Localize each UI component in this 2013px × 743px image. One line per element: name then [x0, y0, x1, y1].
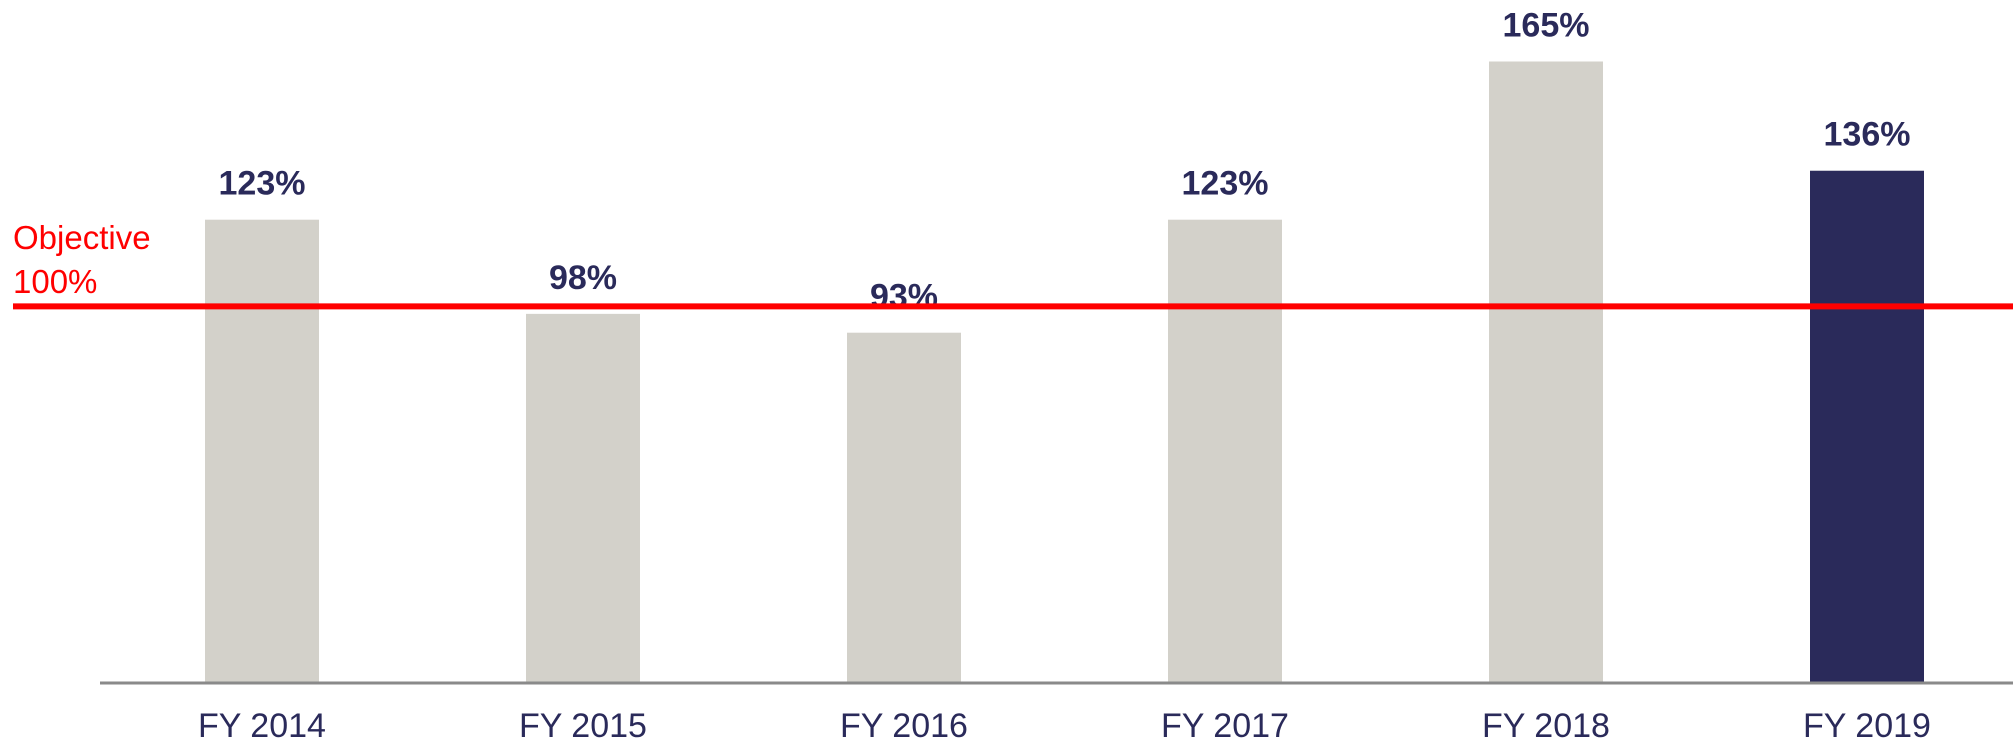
- x-tick-label: FY 2017: [1161, 707, 1289, 743]
- x-tick-label: FY 2014: [198, 707, 326, 743]
- value-label: 123%: [1182, 165, 1269, 203]
- reference-label: Objective: [13, 219, 151, 256]
- value-label: 93%: [870, 278, 938, 316]
- bar: [205, 219, 319, 683]
- bar: [1489, 61, 1603, 683]
- x-tick-label: FY 2018: [1482, 707, 1610, 743]
- value-label: 123%: [219, 165, 306, 203]
- bar: [847, 332, 961, 683]
- bar: [1810, 170, 1924, 683]
- x-tick-label: FY 2015: [519, 707, 647, 743]
- value-label: 98%: [549, 259, 617, 297]
- x-tick-label: FY 2019: [1803, 707, 1931, 743]
- x-tick-label: FY 2016: [840, 707, 968, 743]
- bar: [1168, 219, 1282, 683]
- reference-label: 100%: [13, 263, 97, 300]
- value-label: 136%: [1824, 116, 1911, 154]
- value-label: 165%: [1503, 6, 1590, 44]
- bar: [526, 313, 640, 683]
